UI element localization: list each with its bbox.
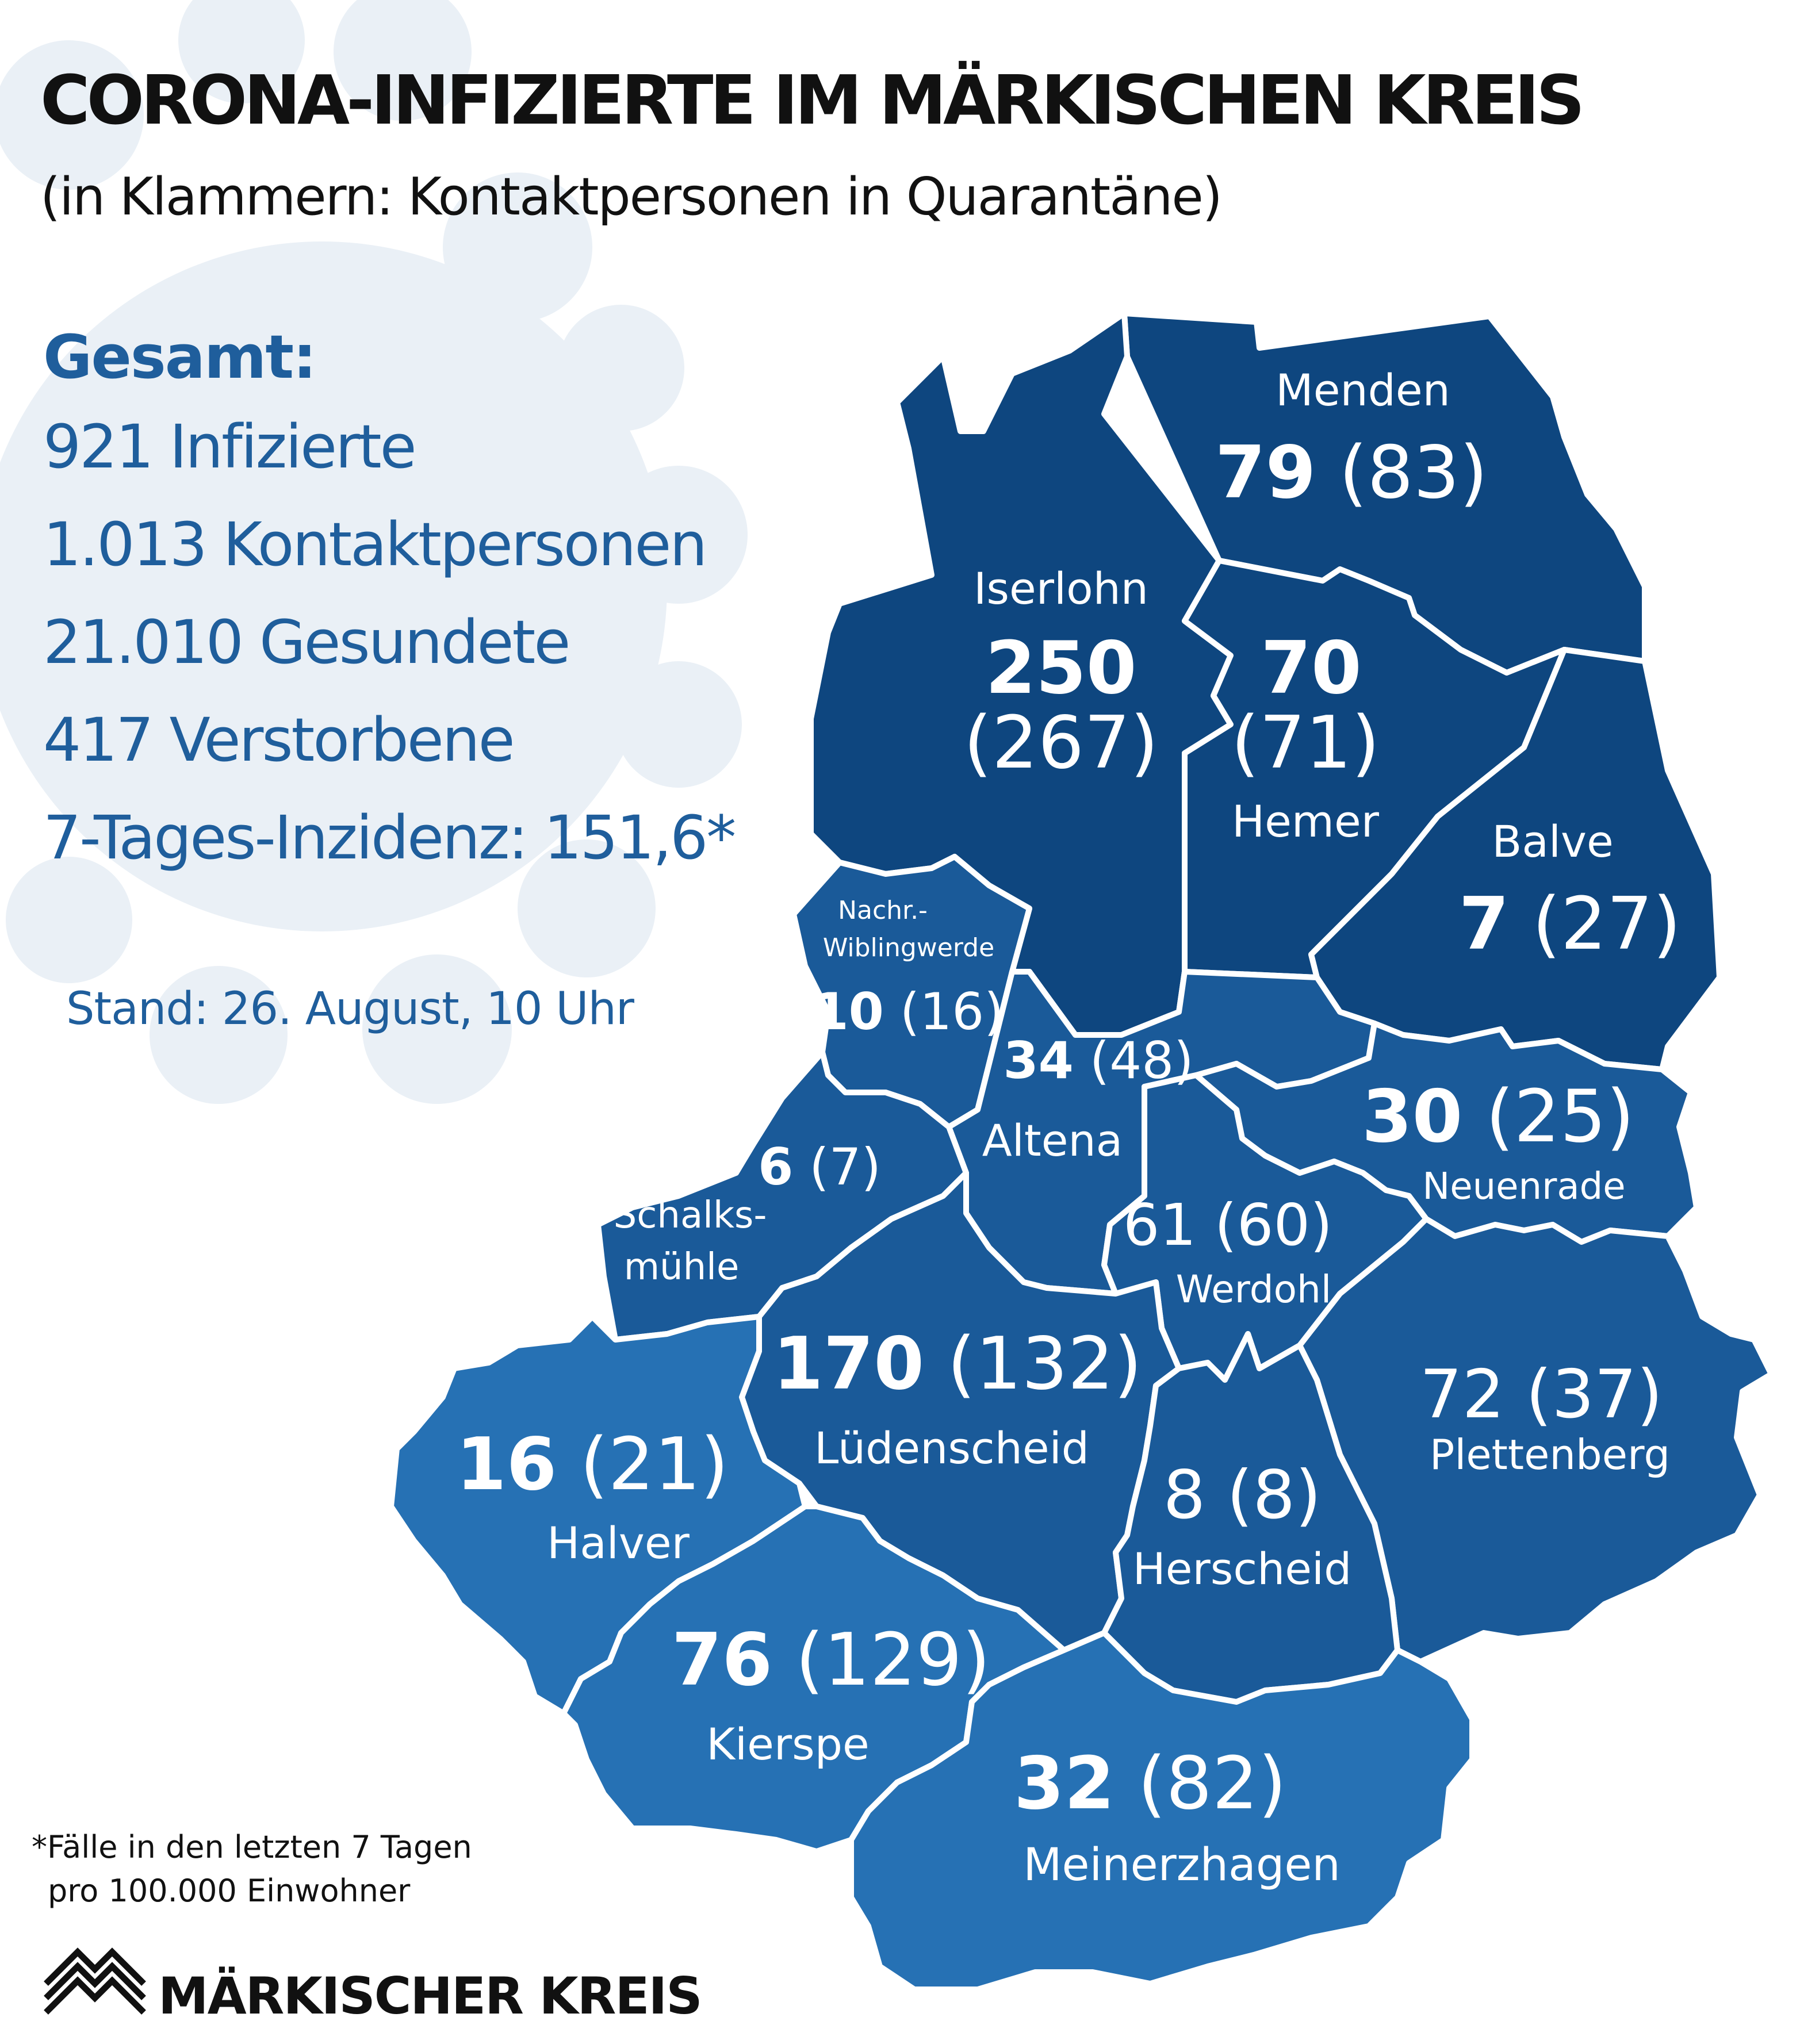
value-werdohl-contacts: (60) (1215, 1191, 1332, 1259)
value-menden-contacts: (83) (1339, 430, 1488, 515)
label-nachrodt-values: 10 (16) (813, 982, 1004, 1041)
label-altena-name: Altena (982, 1115, 1123, 1166)
label-meinerzhagen-values: 32 (82) (1014, 1741, 1286, 1826)
label-kierspe-values: 76 (129) (672, 1617, 990, 1702)
label-altena-values: 34 (48) (1003, 1031, 1193, 1090)
value-luedenscheid-contacts: (132) (947, 1321, 1142, 1406)
value-schalksmuehle-contacts: (7) (809, 1137, 881, 1197)
value-halver-infected: 16 (456, 1422, 557, 1506)
value-kierspe-contacts: (129) (795, 1617, 990, 1702)
label-herscheid-values: 8 (8) (1163, 1456, 1321, 1534)
footnote-line-1: *Fälle in den letzten 7 Tagen (32, 1829, 472, 1865)
summary-deceased: 417 Verstorbene (43, 705, 515, 775)
value-werdohl-infected: 61 (1123, 1191, 1196, 1259)
label-meinerzhagen-name: Meinerzhagen (1023, 1839, 1341, 1891)
value-plettenberg-contacts: (37) (1526, 1356, 1663, 1433)
value-neuenrade-infected: 30 (1362, 1074, 1462, 1159)
label-luedenscheid-values: 170 (132) (773, 1321, 1142, 1406)
label-halver-values: 16 (21) (456, 1422, 729, 1506)
stand-date: Stand: 26. August, 10 Uhr (66, 983, 634, 1035)
virus-background-icon (0, 0, 748, 1104)
label-luedenscheid-name: Lüdenscheid (814, 1422, 1089, 1474)
page-subtitle: (in Klammern: Kontaktpersonen in Quarant… (40, 167, 1223, 227)
value-balve-infected: 7 (1459, 881, 1510, 966)
region-meinerzhagen[interactable] (848, 1630, 1475, 1992)
value-nachrodt-infected: 10 (813, 982, 883, 1041)
summary-recovered: 21.010 Gesundete (43, 607, 570, 677)
summary-contacts: 1.013 Kontaktpersonen (43, 509, 707, 580)
label-halver-name: Halver (547, 1517, 690, 1569)
value-meinerzhagen-infected: 32 (1014, 1741, 1115, 1826)
value-herscheid-infected: 8 (1163, 1456, 1205, 1534)
label-nachrodt-name-1: Nachr.- (838, 896, 928, 925)
label-schalksmuehle-name-1: Schalks- (614, 1194, 767, 1237)
value-plettenberg-infected: 72 (1420, 1356, 1505, 1433)
label-iserlohn-name: Iserlohn (974, 563, 1148, 614)
summary-infected: 921 Infizierte (43, 412, 417, 482)
footnote: *Fälle in den letzten 7 Tagen pro 100.00… (32, 1826, 472, 1913)
value-meinerzhagen-contacts: (82) (1138, 1741, 1286, 1826)
value-kierspe-infected: 76 (672, 1617, 772, 1702)
label-schalksmuehle-name-2: mühle (624, 1246, 740, 1288)
label-kierspe-name: Kierspe (706, 1719, 870, 1770)
value-hemer-contacts: (71) (1231, 700, 1380, 785)
value-halver-contacts: (21) (580, 1422, 729, 1506)
summary-heading: Gesamt: (43, 322, 317, 392)
logo: MÄRKISCHER KREIS (43, 1932, 703, 2030)
value-schalksmuehle-infected: 6 (758, 1137, 793, 1197)
label-herscheid-name: Herscheid (1133, 1543, 1352, 1594)
label-menden-name: Menden (1276, 365, 1450, 416)
label-schalksmuehle-values: 6 (7) (758, 1137, 881, 1197)
label-werdohl-name: Werdohl (1176, 1267, 1331, 1311)
value-balve-contacts: (27) (1533, 881, 1682, 966)
value-herscheid-contacts: (8) (1227, 1456, 1321, 1534)
label-balve-values: 7 (27) (1459, 881, 1681, 966)
summary-incidence: 7-Tages-Inzidenz: 151,6* (43, 803, 736, 873)
label-hemer-name: Hemer (1232, 796, 1380, 847)
label-werdohl-values: 61 (60) (1123, 1191, 1332, 1259)
footnote-line-2: pro 100.000 Einwohner (48, 1873, 411, 1909)
summary-panel: Gesamt: 921 Infizierte 1.013 Kontaktpers… (43, 322, 736, 904)
value-hemer-infected: 70 (1261, 626, 1361, 710)
region-kierspe[interactable] (561, 1504, 1067, 1854)
value-altena-contacts: (48) (1090, 1031, 1194, 1090)
value-luedenscheid-infected: 170 (773, 1321, 924, 1406)
label-neuenrade-values: 30 (25) (1362, 1074, 1634, 1159)
logo-mountain-icon (44, 1947, 146, 2015)
value-neuenrade-contacts: (25) (1485, 1074, 1634, 1159)
value-iserlohn-contacts: (267) (964, 700, 1159, 785)
value-menden-infected: 79 (1215, 430, 1316, 515)
label-balve-name: Balve (1492, 816, 1614, 867)
label-nachrodt-name-2: Wiblingwerde (823, 933, 994, 962)
label-neuenrade-name: Neuenrade (1422, 1165, 1625, 1208)
label-plettenberg-values: 72 (37) (1420, 1356, 1663, 1433)
page-title: CORONA-INFIZIERTE IM MÄRKISCHEN KREIS (40, 60, 1585, 140)
value-iserlohn-infected: 250 (985, 626, 1136, 710)
label-plettenberg-name: Plettenberg (1430, 1431, 1670, 1479)
value-altena-infected: 34 (1003, 1031, 1073, 1090)
label-menden-values: 79 (83) (1215, 430, 1488, 515)
logo-text: MÄRKISCHER KREIS (158, 1966, 703, 2026)
value-nachrodt-contacts: (16) (900, 982, 1004, 1041)
